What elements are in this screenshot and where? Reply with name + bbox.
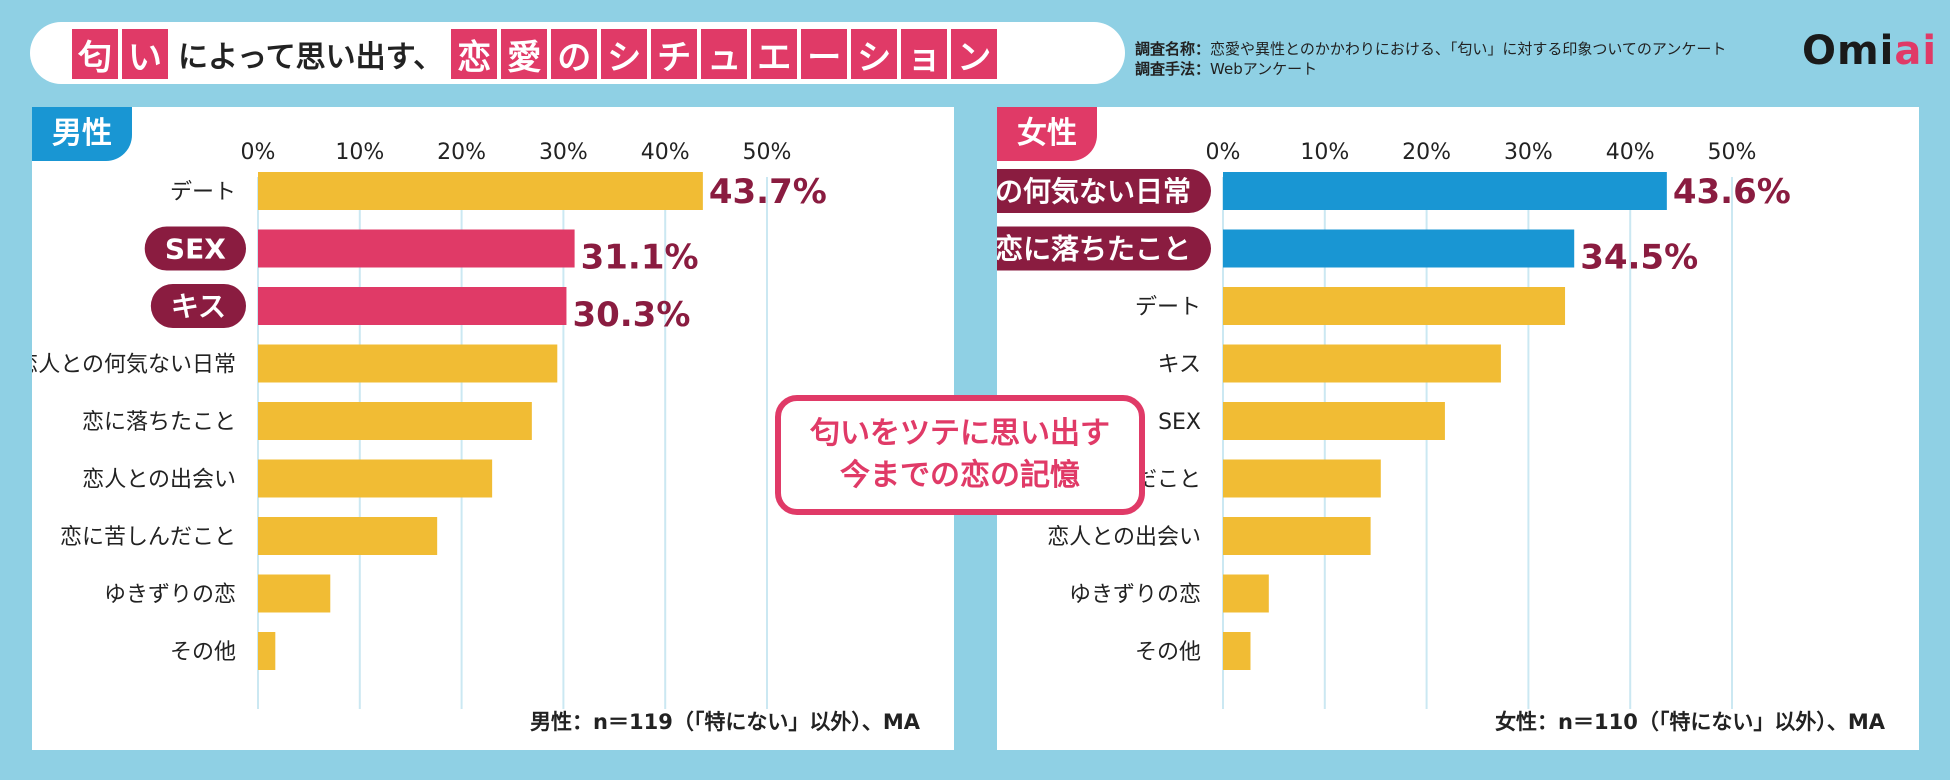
bar (1223, 402, 1445, 440)
x-tick-label: 10% (1300, 140, 1349, 165)
title-boxed-char: ュ (701, 29, 748, 79)
value-label: 31.1% (581, 238, 699, 278)
x-tick-label: 20% (1402, 140, 1451, 165)
callout-line-1: 匂いをツテに思い出す (810, 416, 1110, 451)
category-label: ゆきずりの恋 (1069, 583, 1201, 608)
category-label: 恋人との出会い (82, 468, 236, 493)
women-sample-note: 女性：n＝110（「特にない」以外）、MA (1495, 710, 1885, 734)
bar (1223, 574, 1269, 613)
value-label: 34.5% (1580, 238, 1698, 278)
callout-line-2: 今までの恋の記憶 (840, 458, 1080, 493)
survey-name-line: 調査名称：恋愛や異性とのかかわりにおける、「匂い」に対する印象ついてのアンケート (1135, 38, 1726, 59)
category-label: 恋人との何気ない日常 (32, 353, 236, 378)
category-label: ゆきずりの恋 (104, 583, 236, 608)
title-boxed-char: チ (651, 29, 698, 79)
bar (258, 517, 438, 555)
title-boxed-char: 愛 (501, 29, 548, 79)
x-tick-label: 10% (335, 140, 384, 165)
page-title: 匂いによって思い出す、恋愛のシチュエーション (72, 28, 1001, 80)
category-label: キス (171, 290, 226, 323)
category-label: 恋に落ちたこと (82, 410, 236, 435)
logo-accent: ai (1894, 28, 1938, 74)
x-tick-label: 0% (1206, 140, 1241, 165)
bar (1223, 172, 1667, 210)
x-tick-label: 50% (743, 140, 792, 165)
women-chart-panel: 女性 0% 10% 20% 30% 40% 50% 恋人との何気ない日常 43.6% 恋に落ちた… (997, 107, 1919, 750)
value-label: 43.6% (1673, 172, 1791, 212)
title-boxed-char: 匂 (72, 29, 118, 79)
bar (1223, 287, 1566, 325)
women-bar-chart: 0% 10% 20% 30% 40% 50% 恋人との何気ない日常 43.6% 恋に落ちたこと 3… (997, 140, 1791, 709)
bar (258, 172, 703, 210)
category-label: 恋に苦しんだこと (60, 525, 236, 550)
bar (1223, 517, 1371, 555)
title-text: によって思い出す、 (178, 40, 444, 75)
x-tick-label: 40% (1606, 140, 1655, 165)
category-label: SEX (165, 233, 226, 266)
category-label: SEX (1158, 410, 1201, 435)
bar (1223, 459, 1381, 498)
x-tick-label: 50% (1708, 140, 1757, 165)
survey-method: Webアンケート (1210, 60, 1318, 78)
category-label: その他 (1135, 640, 1201, 665)
category-label: 恋人との何気ない日常 (997, 175, 1191, 208)
category-label: デート (1135, 295, 1201, 320)
title-boxed-char: シ (851, 29, 898, 79)
survey-method-label: 調査手法： (1135, 60, 1211, 78)
bar (1223, 344, 1501, 383)
x-tick-label: 30% (539, 140, 588, 165)
title-boxed-char: 恋 (451, 29, 498, 79)
x-tick-label: 0% (241, 140, 276, 165)
category-label-pill (150, 284, 246, 328)
bar (258, 459, 493, 498)
men-tab-label: 男性 (32, 107, 132, 161)
logo-text: Omi (1802, 28, 1895, 74)
men-sample-note: 男性：n＝119（「特にない」以外）、MA (530, 710, 920, 734)
bar (258, 344, 558, 383)
title-boxed-char: い (122, 29, 168, 79)
x-tick-label: 40% (641, 140, 690, 165)
title-boxed-char: ン (951, 29, 998, 79)
value-label: 43.7% (709, 172, 827, 212)
category-label-pill (144, 226, 246, 271)
x-tick-label: 30% (1504, 140, 1553, 165)
survey-name: 恋愛や異性とのかかわりにおける、「匂い」に対する印象ついてのアンケート (1210, 40, 1727, 58)
bar (258, 632, 276, 670)
bar (1223, 632, 1251, 670)
title-boxed-char: ョ (901, 29, 948, 79)
title-boxed-char: シ (601, 29, 648, 79)
category-label: その他 (170, 640, 236, 665)
men-bar-chart: 0% 10% 20% 30% 40% 50% デート 43.7% SEX 31.1% キス 30.3%… (32, 140, 827, 709)
title-boxed-char: エ (751, 29, 798, 79)
women-tab-label: 女性 (997, 107, 1097, 161)
bar (258, 402, 532, 440)
category-label-pill (997, 169, 1211, 213)
category-label: 恋人との出会い (1047, 525, 1201, 550)
category-label-pill (997, 226, 1211, 271)
category-label: キス (1158, 353, 1201, 378)
value-label: 30.3% (572, 295, 690, 335)
title-boxed-char: ー (801, 29, 848, 79)
category-label: デート (170, 180, 236, 205)
title-boxed-char: の (551, 29, 598, 79)
bar (258, 574, 331, 613)
callout-box: 匂いをツテに思い出す 今までの恋の記憶 (775, 395, 1145, 515)
bar (1223, 229, 1575, 268)
survey-name-label: 調査名称： (1135, 40, 1211, 58)
brand-logo: Omiai (1802, 28, 1937, 74)
bar (258, 287, 567, 325)
survey-method-line: 調査手法：Webアンケート (1135, 58, 1317, 79)
category-label: 恋に落ちたこと (997, 233, 1191, 266)
x-tick-label: 20% (437, 140, 486, 165)
bar (258, 229, 575, 268)
